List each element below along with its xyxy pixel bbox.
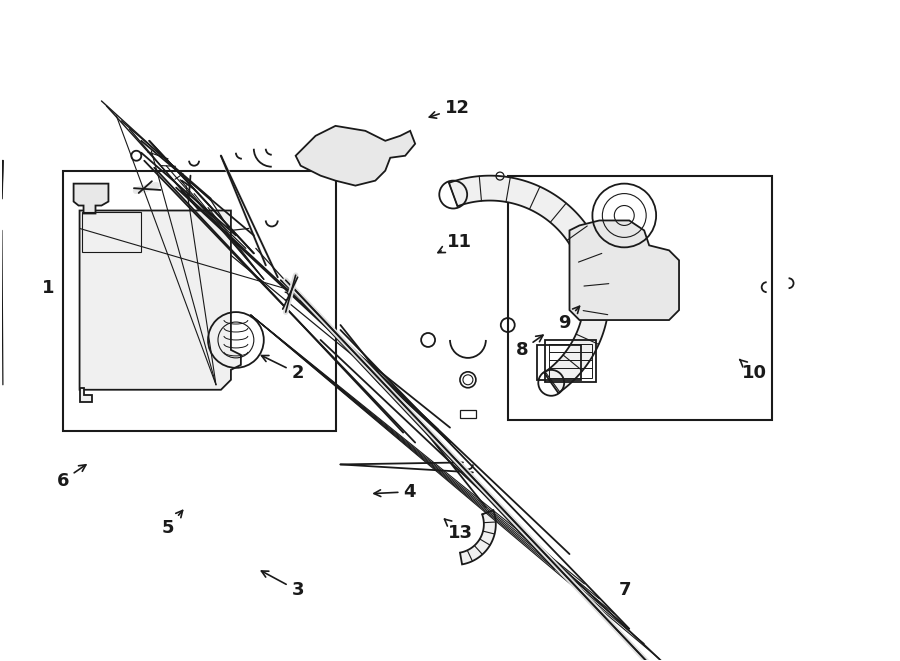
Polygon shape [570, 221, 679, 320]
Text: 3: 3 [261, 571, 304, 600]
Bar [460, 410, 476, 418]
Polygon shape [449, 176, 609, 393]
Text: 1: 1 [42, 279, 55, 297]
Bar [82, 212, 141, 253]
Polygon shape [296, 126, 415, 186]
Text: 12: 12 [429, 99, 470, 118]
Text: 8: 8 [516, 335, 543, 359]
Polygon shape [79, 210, 241, 390]
Bar [63, 171, 337, 430]
Text: 4: 4 [374, 483, 416, 501]
Polygon shape [74, 184, 108, 214]
Polygon shape [460, 510, 496, 564]
Bar [549, 344, 592, 378]
Text: 9: 9 [559, 306, 580, 332]
Text: 5: 5 [161, 510, 183, 537]
Text: 7: 7 [618, 582, 631, 600]
Polygon shape [79, 388, 92, 402]
Text: 6: 6 [57, 465, 86, 490]
Text: 10: 10 [740, 360, 767, 382]
Bar [508, 176, 771, 420]
Bar [536, 345, 581, 380]
Text: 13: 13 [445, 519, 473, 542]
Bar [544, 340, 597, 382]
Text: 2: 2 [262, 356, 304, 382]
Text: 11: 11 [438, 233, 472, 253]
